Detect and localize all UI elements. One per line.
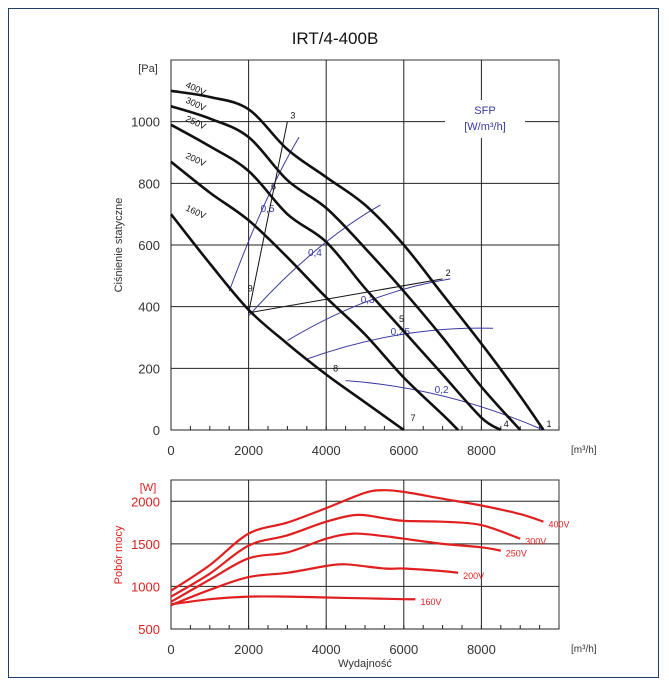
power-curve-250V: [170, 532, 502, 603]
power-curve-300V: [170, 513, 521, 598]
x-tick-label-2: 6000: [389, 642, 418, 657]
operating-point-label: 9: [248, 283, 253, 293]
operating-line: [248, 121, 288, 313]
x-tick-label-2: 8000: [467, 642, 496, 657]
curve-400V: [170, 89, 545, 431]
y-tick-label-1: 0: [153, 423, 160, 438]
sfp-label-bg: [445, 100, 525, 138]
power-curve-400V: [170, 489, 544, 592]
sfp-level-label: 0,5: [261, 204, 275, 215]
operating-point-label: 1: [546, 419, 551, 429]
y-tick-label-1: 1000: [131, 115, 160, 130]
y-tick-label-1: 200: [138, 361, 160, 376]
x-unit-label-2: [m³/h]: [571, 644, 597, 655]
x-tick-label-1: 8000: [467, 443, 496, 458]
curve-200V: [170, 160, 460, 431]
sfp-line: [248, 204, 381, 317]
x-unit-label-1: [m³/h]: [571, 445, 597, 456]
sfp-title: SFP: [474, 105, 495, 117]
power-curve-label-400V: 400V: [548, 520, 569, 530]
power-curve-label-300V: 300V: [525, 537, 546, 547]
operating-point-label: 4: [504, 419, 509, 429]
x-tick-label-1: 6000: [389, 443, 418, 458]
power-curve-200V: [170, 563, 459, 607]
curve-300V: [170, 105, 522, 431]
sfp-line: [287, 278, 451, 342]
operating-point-label: 5: [399, 314, 404, 324]
operating-point-label: 2: [446, 268, 451, 278]
plot-area-2: [170, 479, 560, 630]
sfp-level-label: 0,4: [308, 248, 322, 259]
curve-label-160V: 160V: [184, 203, 207, 221]
y-tick-label-1: 600: [138, 238, 160, 253]
y-tick-label-2: 500: [138, 622, 160, 637]
x-tick-label-1: 2000: [234, 443, 263, 458]
power-curve-label-250V: 250V: [506, 549, 527, 559]
y-axis-label-2: Pobór mocy: [113, 525, 125, 584]
curve-250V: [170, 123, 502, 432]
y-tick-label-2: 1500: [131, 537, 160, 552]
curve-label-200V: 200V: [184, 150, 207, 168]
y-tick-label-1: 800: [138, 176, 160, 191]
x-tick-label-1: 0: [167, 443, 174, 458]
power-curve-label-200V: 200V: [463, 571, 484, 581]
chart-frame: [8, 8, 659, 678]
x-axis-label-2: Wydajność: [338, 658, 392, 670]
x-tick-label-2: 0: [167, 642, 174, 657]
sfp-level-label: 0,25: [391, 327, 411, 338]
sfp-level-label: 0,2: [435, 385, 449, 396]
operating-point-label: 3: [290, 111, 295, 121]
x-tick-label-2: 2000: [234, 642, 263, 657]
power-curve-160V: [170, 595, 416, 606]
y-axis-label-1: Ciśnienie statyczne: [113, 198, 125, 293]
y-tick-label-1: 400: [138, 300, 160, 315]
y-unit-label-1: [Pa]: [138, 63, 158, 75]
chart-title: IRT/4-400B: [292, 29, 379, 48]
x-tick-label-1: 4000: [312, 443, 341, 458]
power-curve-label-160V: 160V: [420, 597, 441, 607]
operating-point-label: 7: [411, 413, 416, 423]
y-tick-label-2: 2000: [131, 494, 160, 509]
y-tick-label-2: 1000: [131, 579, 160, 594]
curve-160V: [169, 213, 405, 432]
y-unit-label-2: [W]: [140, 482, 157, 494]
x-tick-label-2: 4000: [312, 642, 341, 657]
operating-line: [248, 278, 443, 314]
sfp-level-label: 0,3: [361, 295, 375, 306]
sfp-line: [345, 380, 544, 431]
operating-point-label: 8: [333, 364, 338, 374]
sfp-unit: [W/m³/h]: [464, 121, 506, 133]
operating-point-label: 6: [271, 182, 276, 192]
